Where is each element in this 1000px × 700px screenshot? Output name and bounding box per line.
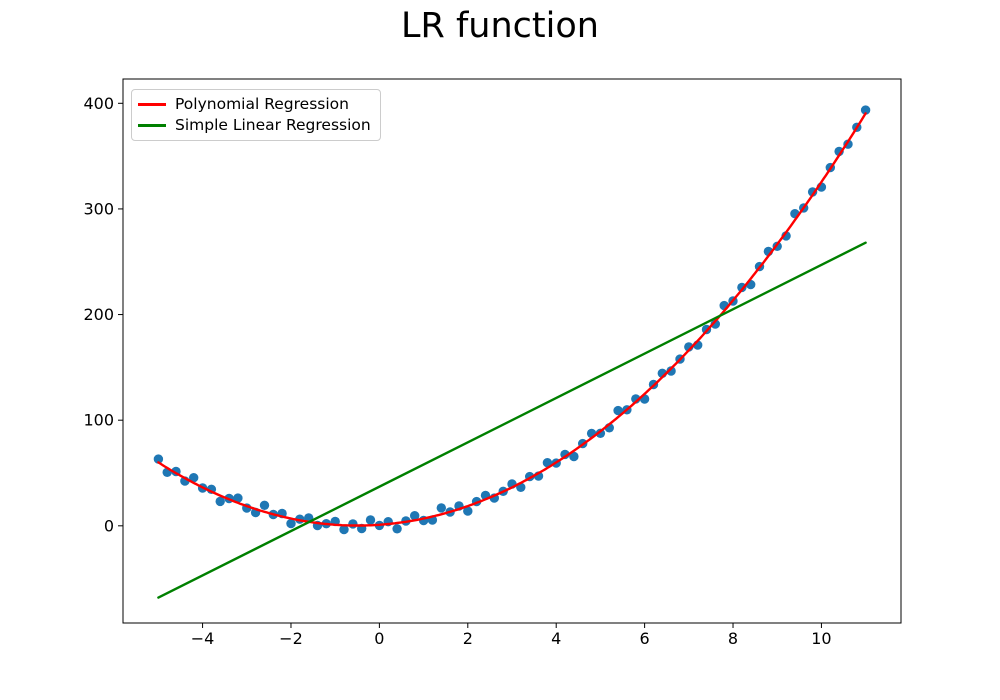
x-tick-label: 6 bbox=[640, 629, 650, 648]
x-tick-label: −4 bbox=[191, 629, 215, 648]
y-tick-label: 100 bbox=[83, 411, 114, 430]
scatter-point bbox=[860, 105, 871, 115]
y-tick-label: 300 bbox=[83, 199, 114, 218]
legend-red-line-swatch bbox=[138, 102, 166, 106]
polynomial-regression-line bbox=[157, 112, 867, 527]
scatter-point bbox=[189, 473, 199, 483]
legend-item-polynomial-regression: Polynomial Regression bbox=[138, 94, 371, 114]
y-tick-label: 200 bbox=[83, 305, 114, 324]
x-tick-label: 0 bbox=[374, 629, 384, 648]
scatter-point bbox=[560, 449, 570, 460]
legend-label-simple-linear-regression: Simple Linear Regression bbox=[175, 116, 371, 134]
x-tick-label: 4 bbox=[551, 629, 561, 648]
legend-item-simple-linear-regression: Simple Linear Regression bbox=[138, 115, 371, 135]
x-tick-label: 10 bbox=[811, 629, 831, 648]
scatter-point bbox=[542, 458, 553, 468]
scatter-point bbox=[463, 506, 473, 516]
y-tick-label: 400 bbox=[83, 94, 114, 113]
simple-linear-regression-line bbox=[157, 241, 867, 599]
scatter-point bbox=[710, 319, 720, 329]
scatter-point bbox=[666, 366, 676, 376]
legend-label-polynomial-regression: Polynomial Regression bbox=[175, 95, 349, 113]
y-tick-label: 0 bbox=[104, 516, 114, 535]
scatter-point bbox=[348, 519, 358, 529]
scatter-point bbox=[259, 500, 270, 510]
x-tick-label: −2 bbox=[279, 629, 303, 648]
scatter-point bbox=[410, 511, 420, 521]
legend-green-line-swatch bbox=[138, 123, 166, 127]
chart-title: LR function bbox=[401, 6, 599, 46]
scatter-point bbox=[436, 503, 446, 513]
legend: Polynomial Regression Simple Linear Regr… bbox=[131, 89, 381, 141]
scatter-point bbox=[233, 493, 243, 503]
scatter-point bbox=[569, 451, 579, 462]
scatter-point bbox=[339, 524, 349, 535]
scatter-point bbox=[365, 515, 376, 525]
scatter-point bbox=[392, 524, 402, 534]
x-tick-label: 8 bbox=[728, 629, 738, 648]
scatter-point bbox=[286, 518, 296, 529]
scatter-point bbox=[153, 454, 164, 464]
scatter-point bbox=[613, 405, 623, 416]
scatter-point bbox=[215, 496, 225, 507]
x-tick-label: 2 bbox=[463, 629, 473, 648]
axes-spines bbox=[122, 78, 902, 624]
